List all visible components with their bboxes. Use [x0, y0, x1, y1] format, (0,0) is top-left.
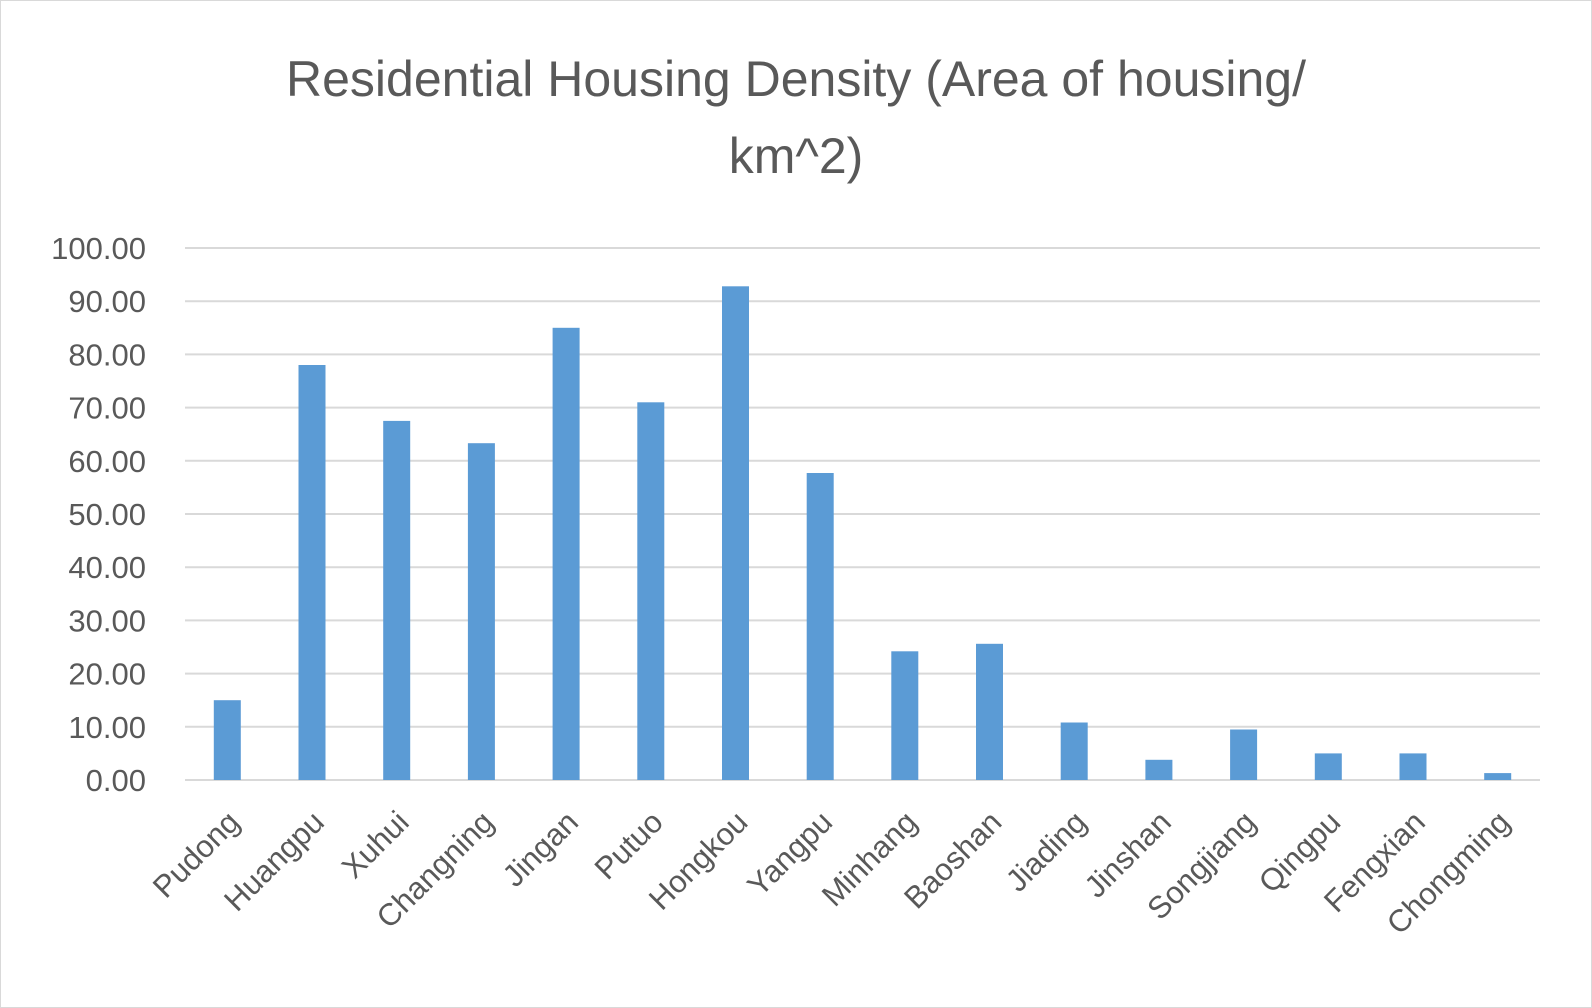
bar-minhang [891, 651, 919, 780]
bar-jingan [552, 327, 580, 780]
bar-qingpu [1314, 753, 1342, 780]
y-axis-tick-labels: 0.00 10.00 20.00 30.00 40.00 50.00 60.00 70.00 8… [51, 231, 146, 798]
x-tick-label-jiading: Jiading [999, 804, 1093, 898]
bar-chongming [1484, 773, 1512, 780]
bar-putuo [637, 402, 665, 780]
bar-xuhui [383, 420, 411, 780]
y-tick-label: 60.00 [68, 444, 146, 479]
y-tick-label: 0.00 [86, 763, 146, 798]
chart-title-line-1: Residential Housing Density (Area of hou… [286, 51, 1306, 107]
bar-hongkou [722, 286, 749, 780]
y-tick-label: 10.00 [68, 710, 146, 745]
bar-changning [467, 443, 495, 780]
chart-title-line-2: km^2) [729, 128, 864, 184]
bar-yangpu [806, 473, 834, 780]
x-tick-label-putuo: Putuo [588, 804, 670, 886]
y-tick-label: 20.00 [68, 657, 146, 692]
y-tick-label: 80.00 [68, 337, 146, 372]
y-tick-label: 40.00 [68, 550, 146, 585]
gridlines [185, 247, 1540, 781]
y-tick-label: 50.00 [68, 497, 146, 532]
bar-fengxian [1399, 753, 1427, 780]
bar-huangpu [298, 365, 326, 780]
bar-jinshan [1145, 759, 1173, 780]
y-tick-label: 70.00 [68, 391, 146, 426]
y-tick-label: 30.00 [68, 603, 146, 638]
y-tick-label: 100.00 [51, 231, 146, 266]
bar-baoshan [976, 643, 1003, 780]
bar-songjiang [1230, 729, 1258, 780]
x-tick-label-xuhui: Xuhui [335, 804, 416, 885]
bars [213, 286, 1512, 780]
chart-title: Residential Housing Density (Area of hou… [286, 51, 1306, 184]
y-tick-label: 90.00 [68, 284, 146, 319]
bar-pudong [213, 700, 241, 780]
bar-jiading [1060, 722, 1088, 780]
x-tick-label-jingan: Jingan [496, 804, 585, 893]
